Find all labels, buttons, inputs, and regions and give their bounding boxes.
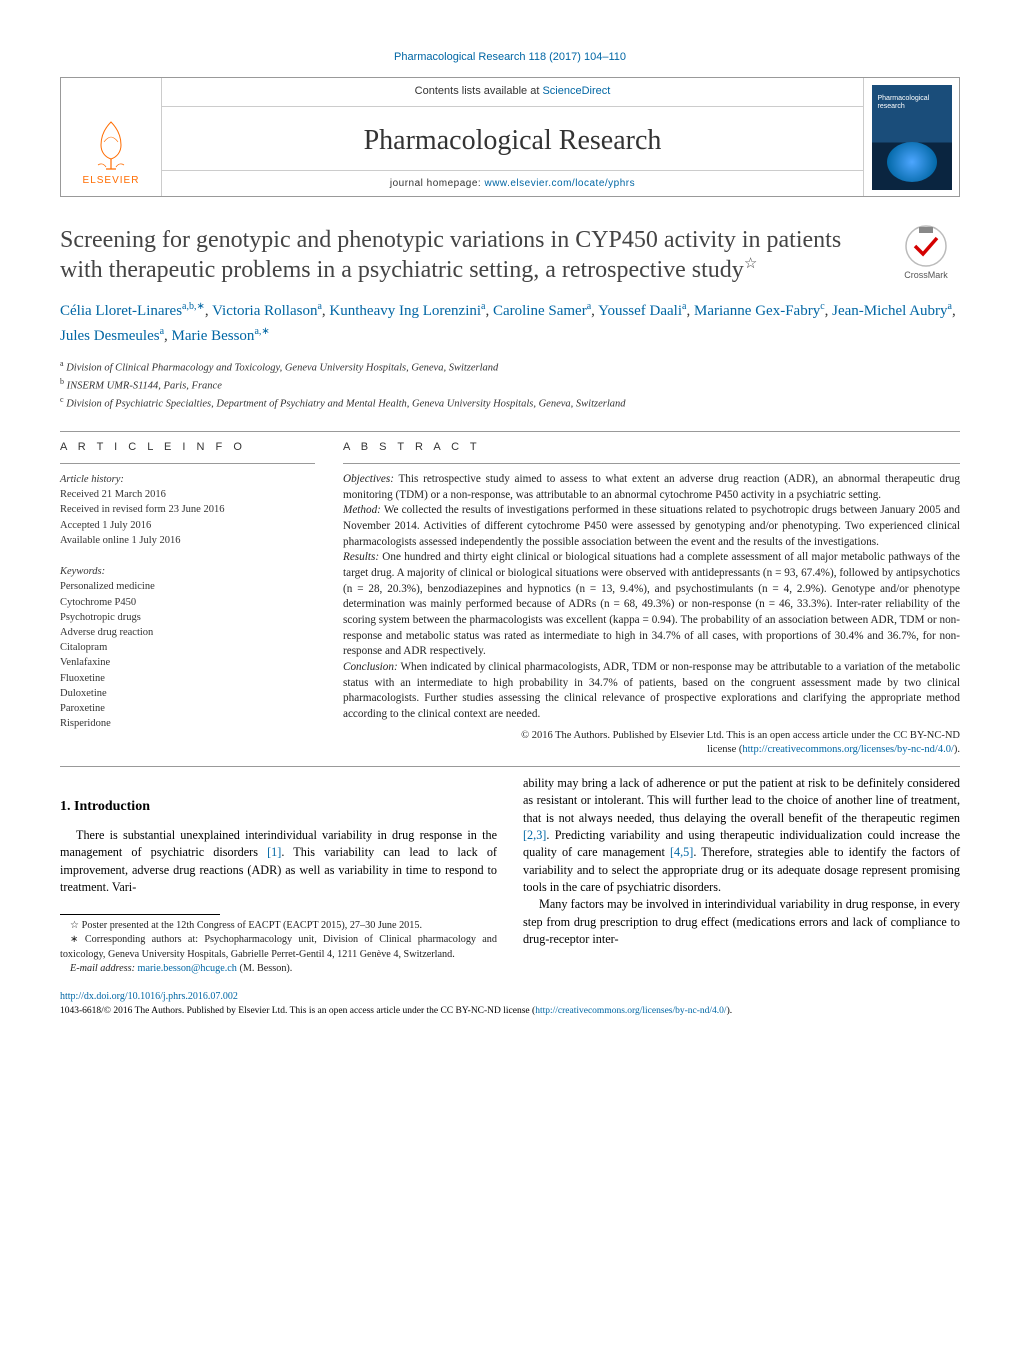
crossmark-icon (905, 225, 947, 267)
objectives-label: Objectives: (343, 473, 394, 485)
sciencedirect-link[interactable]: ScienceDirect (542, 85, 610, 97)
article-info-heading: a r t i c l e i n f o (60, 440, 315, 455)
keyword-2: Psychotropic drugs (60, 610, 315, 625)
conclusion-text: When indicated by clinical pharmacologis… (343, 661, 960, 720)
journal-cover-cell: Pharmacologicalresearch (864, 78, 959, 196)
keyword-4: Citalopram (60, 640, 315, 655)
keyword-5: Venlafaxine (60, 655, 315, 670)
author-6[interactable]: Jean-Michel Aubry (832, 303, 947, 319)
conclusion-label: Conclusion: (343, 661, 398, 673)
homepage-link[interactable]: www.elsevier.com/locate/yphrs (484, 178, 635, 189)
abstract-heading: a b s t r a c t (343, 440, 960, 455)
author-4[interactable]: Youssef Daali (598, 303, 682, 319)
affiliations: a Division of Clinical Pharmacology and … (60, 358, 960, 413)
contents-list-line: Contents lists available at ScienceDirec… (162, 78, 863, 106)
ref-23[interactable]: [2,3] (523, 828, 546, 842)
journal-header-box: ELSEVIER Contents lists available at Sci… (60, 77, 960, 197)
article-title: Screening for genotypic and phenotypic v… (60, 225, 872, 285)
history-revised: Received in revised form 23 June 2016 (60, 502, 315, 517)
journal-homepage-line: journal homepage: www.elsevier.com/locat… (162, 170, 863, 197)
abstract-copyright: © 2016 The Authors. Published by Elsevie… (343, 729, 960, 758)
keyword-3: Adverse drug reaction (60, 625, 315, 640)
author-8[interactable]: Marie Besson (172, 328, 255, 344)
footer-license: 1043-6618/© 2016 The Authors. Published … (60, 1005, 960, 1018)
footnote-rule (60, 914, 220, 915)
cover-graphic (887, 142, 937, 182)
author-2[interactable]: Kuntheavy Ing Lorenzini (329, 303, 481, 319)
divider-info (60, 463, 315, 464)
keyword-8: Paroxetine (60, 701, 315, 716)
title-text: Screening for genotypic and phenotypic v… (60, 227, 841, 283)
keyword-1: Cytochrome P450 (60, 595, 315, 610)
affiliation-a: Division of Clinical Pharmacology and To… (66, 362, 498, 373)
affiliation-c: Division of Psychiatric Specialties, Dep… (66, 399, 625, 410)
footnote-poster: ☆ Poster presented at the 12th Congress … (60, 919, 497, 933)
author-3[interactable]: Caroline Samer (493, 303, 587, 319)
abstract-body: Objectives: This retrospective study aim… (343, 472, 960, 758)
history-received: Received 21 March 2016 (60, 487, 315, 502)
contents-prefix: Contents lists available at (415, 85, 543, 97)
title-footnote-star: ☆ (744, 256, 757, 272)
history-accepted: Accepted 1 July 2016 (60, 518, 315, 533)
doi-link[interactable]: http://dx.doi.org/10.1016/j.phrs.2016.07… (60, 991, 238, 1002)
doi-line: http://dx.doi.org/10.1016/j.phrs.2016.07… (60, 990, 960, 1004)
footnotes: ☆ Poster presented at the 12th Congress … (60, 919, 497, 975)
author-0[interactable]: Célia Lloret-Linares (60, 303, 182, 319)
crossmark-badge[interactable]: CrossMark (892, 225, 960, 282)
objectives-text: This retrospective study aimed to assess… (343, 473, 960, 501)
divider-abstract (343, 463, 960, 464)
journal-cover[interactable]: Pharmacologicalresearch (872, 85, 952, 190)
citation-link[interactable]: Pharmacological Research 118 (2017) 104–… (394, 51, 626, 63)
journal-header-center: Contents lists available at ScienceDirec… (161, 78, 864, 196)
keywords-label: Keywords: (60, 564, 315, 579)
citation-header: Pharmacological Research 118 (2017) 104–… (60, 50, 960, 65)
history-label: Article history: (60, 472, 315, 487)
ref-45[interactable]: [4,5] (670, 845, 693, 859)
affiliation-b: INSERM UMR-S1144, Paris, France (67, 381, 222, 392)
footnote-email: E-mail address: marie.besson@hcuge.ch (M… (60, 962, 497, 976)
results-text: One hundred and thirty eight clinical or… (343, 551, 960, 657)
method-text: We collected the results of investigatio… (343, 504, 960, 547)
elsevier-wordmark: ELSEVIER (83, 174, 140, 188)
keyword-7: Duloxetine (60, 686, 315, 701)
intro-p1-cont: ability may bring a lack of adherence or… (523, 775, 960, 896)
keyword-6: Fluoxetine (60, 671, 315, 686)
divider-bottom (60, 766, 960, 767)
results-label: Results: (343, 551, 379, 563)
keywords-block: Keywords: Personalized medicine Cytochro… (60, 564, 315, 731)
email-link[interactable]: marie.besson@hcuge.ch (138, 963, 237, 974)
history-online: Available online 1 July 2016 (60, 533, 315, 548)
cc-license-link[interactable]: http://creativecommons.org/licenses/by-n… (742, 744, 954, 755)
cover-text: Pharmacologicalresearch (878, 95, 930, 110)
authors-list: Célia Lloret-Linaresa,b,∗, Victoria Roll… (60, 299, 960, 348)
intro-p1: There is substantial unexplained interin… (60, 827, 497, 896)
intro-p2: Many factors may be involved in interind… (523, 896, 960, 948)
publisher-logo-cell: ELSEVIER (61, 78, 161, 196)
keyword-0: Personalized medicine (60, 579, 315, 594)
journal-name: Pharmacological Research (364, 121, 662, 160)
ref-1[interactable]: [1] (267, 845, 281, 859)
intro-heading: 1. Introduction (60, 797, 497, 817)
elsevier-logo[interactable]: ELSEVIER (76, 98, 146, 188)
footer-cc-link[interactable]: http://creativecommons.org/licenses/by-n… (535, 1006, 726, 1016)
author-1[interactable]: Victoria Rollason (212, 303, 317, 319)
crossmark-label: CrossMark (904, 270, 948, 280)
article-history: Article history: Received 21 March 2016 … (60, 472, 315, 548)
elsevier-tree-icon (86, 117, 136, 172)
footnote-corresponding: ∗ Corresponding authors at: Psychopharma… (60, 933, 497, 961)
author-5[interactable]: Marianne Gex-Fabry (694, 303, 820, 319)
homepage-prefix: journal homepage: (390, 178, 485, 189)
method-label: Method: (343, 504, 381, 516)
keyword-9: Risperidone (60, 716, 315, 731)
divider-top (60, 431, 960, 432)
author-7[interactable]: Jules Desmeules (60, 328, 160, 344)
